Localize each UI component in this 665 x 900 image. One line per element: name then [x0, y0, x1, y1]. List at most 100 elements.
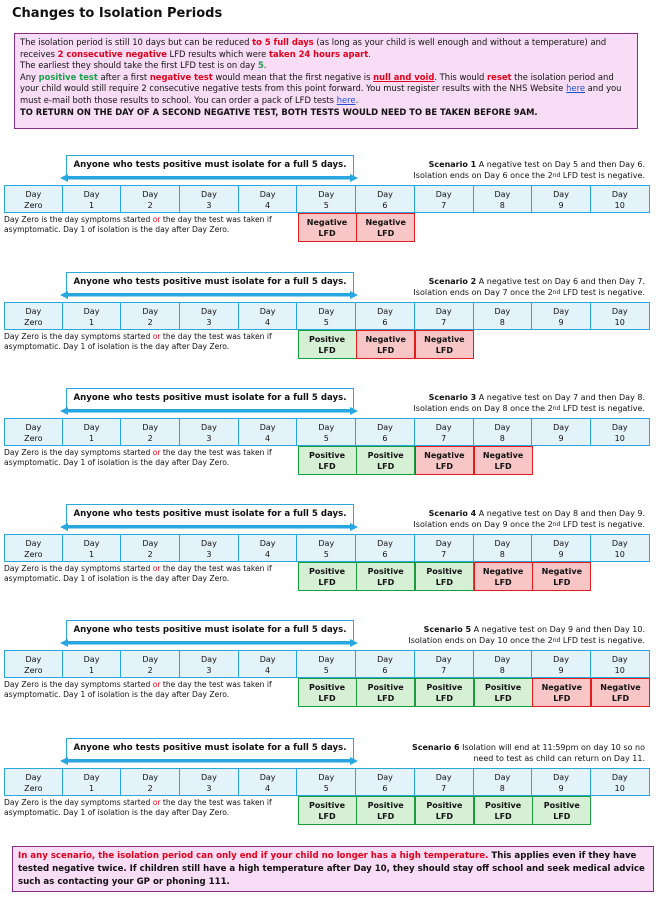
- day-label: Day: [318, 190, 335, 199]
- scenario-6: Anyone who tests positive must isolate f…: [0, 738, 665, 838]
- note-text: Day Zero is the day symptoms started: [4, 798, 153, 807]
- day-label: Day: [142, 307, 159, 316]
- day-timeline: Day Zero Day 1 Day 2 Day 3 Day 4 Day 5 Day 6 Day 7 Day 8 D…: [4, 302, 650, 330]
- day-label: Day: [142, 773, 159, 782]
- day-label: Day: [83, 190, 100, 199]
- result-type: LFD: [553, 694, 571, 703]
- lfd-result: Positive LFD: [297, 330, 357, 359]
- result-type: LFD: [435, 578, 453, 587]
- lfd-result: Negative LFD: [297, 213, 357, 242]
- day-label: Day: [318, 539, 335, 548]
- result-type: LFD: [494, 812, 512, 821]
- day-label: Day: [494, 190, 511, 199]
- day-label: Day: [435, 539, 452, 548]
- day-label: Day: [201, 190, 217, 199]
- result-label: Negative: [365, 335, 406, 344]
- day-number: 6: [382, 784, 388, 793]
- nhs-register-link[interactable]: here: [566, 83, 585, 94]
- note-text: Day Zero is the day symptoms started: [4, 215, 153, 224]
- result-type: LFD: [377, 694, 395, 703]
- result-type: LFD: [494, 694, 512, 703]
- intro-text: . This would: [434, 71, 488, 82]
- note-text: Day Zero is the day symptoms started: [4, 680, 153, 689]
- day-number: 7: [441, 434, 447, 443]
- note-text: the day the test was taken if asymptomat…: [4, 798, 272, 817]
- result-label: Positive: [367, 451, 404, 460]
- result-label: Positive: [426, 683, 463, 692]
- result-type: LFD: [435, 694, 453, 703]
- day-cell: Day Zero: [4, 650, 63, 678]
- order-lfd-link[interactable]: here: [336, 94, 356, 105]
- intro-text: Any: [20, 71, 39, 82]
- lfd-result: Negative LFD: [356, 213, 416, 242]
- day-label: Day: [553, 190, 569, 199]
- intro-text: the isolation period and your child woul…: [20, 71, 614, 94]
- day-cell: Day 1: [62, 650, 122, 678]
- intro-highlight: null and void: [373, 71, 435, 82]
- day-label: Day: [435, 655, 452, 664]
- scenario-line2: Isolation ends on Day 8 once the 2: [413, 404, 553, 413]
- day-label: Day: [494, 773, 511, 782]
- day-number: 3: [206, 784, 212, 793]
- intro-text: would mean that the first negative is: [212, 71, 374, 82]
- day-cell: Day 10: [590, 185, 650, 213]
- day-cell: Day 7: [414, 650, 474, 678]
- lfd-result: Positive LFD: [356, 678, 416, 707]
- day-number: 3: [206, 434, 212, 443]
- lfd-result: Negative LFD: [473, 562, 533, 591]
- day-cell: Day 3: [180, 650, 239, 678]
- day-label: Day: [25, 423, 42, 432]
- day-cell: Day 9: [532, 302, 591, 330]
- day-number: 1: [88, 784, 95, 793]
- day-cell: Day 9: [532, 185, 591, 213]
- lfd-result: Negative LFD: [356, 330, 416, 359]
- scenario-line2-end: LFD test is negative.: [560, 636, 645, 645]
- result-label: Negative: [365, 218, 406, 227]
- day-cell: Day 5: [297, 185, 357, 213]
- day-label: Day: [553, 539, 569, 548]
- lfd-result: Positive LFD: [473, 678, 533, 707]
- scenario-description: Scenario 6 Isolation will end at 11:59pm…: [345, 742, 645, 764]
- intro-highlight: taken 24 hours apart: [269, 48, 369, 59]
- day-label: Day: [83, 539, 100, 548]
- day-number: 1: [88, 318, 95, 327]
- day-number: Zero: [24, 784, 43, 793]
- day-number: 6: [382, 550, 388, 559]
- day-cell: Day 6: [356, 185, 415, 213]
- day-label: Day: [259, 655, 276, 664]
- day-cell: Day 7: [414, 418, 474, 446]
- day-cell: Day 9: [532, 650, 591, 678]
- day-number: 2: [147, 784, 153, 793]
- lfd-result: Positive LFD: [297, 562, 357, 591]
- day-label: Day: [435, 773, 452, 782]
- day-number: 10: [614, 666, 625, 675]
- intro-text: The isolation period is still 10 days bu…: [20, 37, 253, 47]
- day-label: Day: [142, 190, 159, 199]
- day-cell: Day 4: [238, 302, 298, 330]
- day-label: Day: [611, 307, 628, 316]
- double-arrow-icon: [60, 757, 358, 765]
- day-cell: Day 1: [62, 768, 122, 796]
- day-number: 2: [147, 434, 153, 443]
- day-cell: Day 9: [532, 534, 591, 562]
- day-number: Zero: [24, 666, 43, 675]
- intro-highlight: 5: [257, 60, 264, 71]
- result-label: Positive: [543, 801, 580, 810]
- day-number: 6: [382, 666, 388, 675]
- day-cell: Day 3: [180, 302, 239, 330]
- day-number: Zero: [24, 434, 43, 443]
- intro-text: The earliest they should take the first …: [20, 60, 258, 71]
- day-number: 3: [206, 666, 212, 675]
- lfd-result: Positive LFD: [414, 678, 474, 707]
- day-number: 8: [499, 550, 505, 559]
- day-label: Day: [201, 307, 217, 316]
- result-type: LFD: [611, 694, 630, 703]
- day-cell: Day 7: [414, 534, 474, 562]
- result-label: Negative: [424, 335, 465, 344]
- day-label: Day: [318, 655, 335, 664]
- day-number: 5: [323, 434, 329, 443]
- day-number: 3: [206, 318, 212, 327]
- day-zero-note: Day Zero is the day symptoms started or …: [4, 564, 304, 584]
- day-number: 9: [558, 666, 564, 675]
- day-timeline: Day Zero Day 1 Day 2 Day 3 Day 4 Day 5 Day 6 Day 7 Day 8 D…: [4, 650, 650, 678]
